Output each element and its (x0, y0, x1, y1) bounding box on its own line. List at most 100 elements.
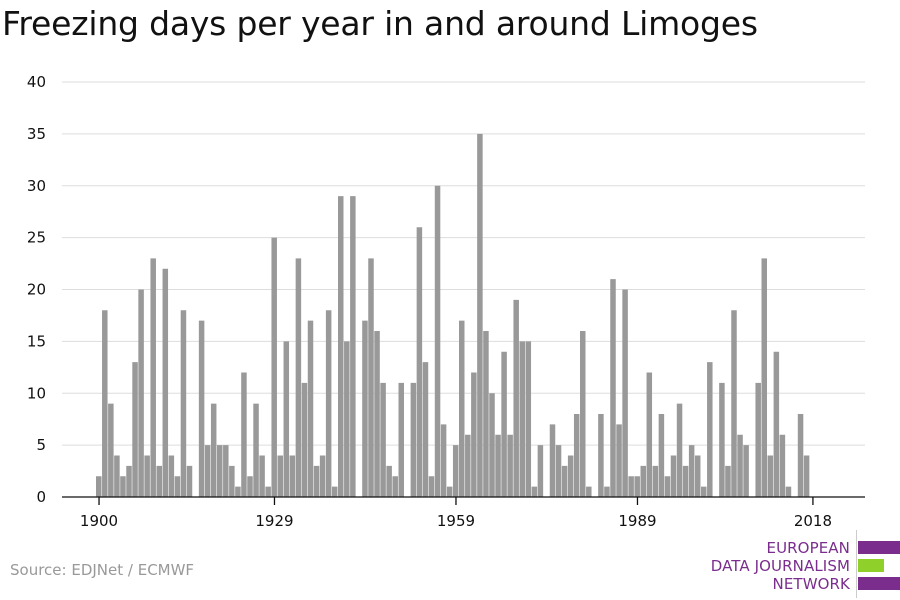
bar-1924 (241, 372, 247, 497)
bar-1936 (313, 465, 320, 498)
bar-1938 (325, 310, 332, 497)
bar-1959 (452, 445, 459, 498)
bar-1979 (573, 414, 580, 497)
bar-1955 (428, 476, 435, 497)
bar-1995 (670, 455, 677, 497)
bar-1988 (628, 476, 634, 497)
bar-1970 (519, 341, 525, 498)
bar-1920 (217, 445, 223, 498)
x-tick-label: 1989 (618, 512, 656, 530)
bar-1931 (283, 341, 290, 498)
chart-title: Freezing days per year in and around Lim… (2, 4, 758, 43)
bar-1903 (114, 455, 120, 497)
bar-1912 (168, 455, 175, 497)
y-tick-label: 25 (27, 229, 46, 247)
bar-1976 (555, 445, 562, 498)
bar-1941 (344, 341, 350, 498)
bar-1907 (138, 289, 144, 497)
bar-2012 (773, 351, 780, 497)
logo-bar-1 (858, 541, 900, 554)
logo-line-3: NETWORK (772, 575, 850, 593)
bar-1948 (386, 465, 392, 498)
y-tick-label: 5 (36, 436, 46, 454)
bar-1990 (640, 465, 646, 498)
bar-2006 (737, 434, 743, 497)
bar-1913 (174, 476, 181, 497)
bar-1983 (598, 414, 604, 497)
x-tick-label: 1900 (80, 512, 118, 530)
bar-2011 (767, 455, 774, 497)
bar-1921 (223, 445, 229, 498)
bar-2003 (719, 382, 725, 498)
bar-1947 (380, 382, 386, 498)
bar-1968 (507, 434, 513, 497)
bar-1998 (688, 445, 695, 498)
bars (96, 133, 810, 498)
bar-1964 (483, 331, 489, 497)
bar-1935 (307, 320, 314, 498)
bar-2001 (707, 362, 713, 498)
bar-1975 (549, 424, 556, 498)
y-tick-label: 40 (27, 73, 46, 91)
bar-2016 (797, 414, 804, 497)
bar-1967 (501, 351, 507, 497)
bar-1928 (265, 486, 271, 498)
bar-1971 (525, 341, 532, 498)
bar-1915 (186, 465, 193, 498)
bar-1991 (646, 372, 653, 497)
bar-1952 (410, 382, 417, 498)
bar-2013 (779, 434, 786, 497)
bar-1993 (658, 414, 665, 497)
y-tick-label: 30 (27, 177, 46, 195)
bar-1987 (622, 289, 628, 497)
bar-1960 (459, 320, 465, 498)
bar-1944 (362, 320, 368, 498)
bar-2010 (761, 258, 767, 498)
bar-1923 (235, 486, 241, 498)
bar-1940 (338, 196, 344, 498)
bar-1961 (465, 434, 471, 497)
bar-2014 (785, 486, 792, 498)
logo-bar-3 (858, 577, 900, 590)
bar-2017 (803, 455, 810, 497)
bar-2005 (731, 310, 737, 497)
bar-1910 (156, 465, 162, 498)
bar-1965 (489, 393, 495, 497)
bar-1932 (289, 455, 296, 497)
bar-1986 (616, 424, 622, 498)
bar-1909 (150, 258, 156, 498)
bar-1922 (229, 465, 235, 498)
y-tick-label: 20 (27, 281, 46, 299)
bar-1917 (198, 320, 205, 498)
bar-1994 (664, 476, 671, 497)
bar-1997 (682, 465, 689, 498)
logo-divider (856, 530, 857, 598)
y-tick-label: 15 (27, 332, 46, 350)
bar-1980 (580, 331, 586, 497)
bar-1927 (259, 455, 265, 497)
bar-1950 (398, 382, 404, 498)
bar-1956 (434, 185, 441, 497)
bar-1939 (331, 486, 338, 498)
bar-1911 (162, 268, 169, 497)
bar-1957 (440, 424, 447, 498)
y-tick-label: 35 (27, 125, 46, 143)
bar-1972 (531, 486, 538, 498)
bar-1984 (604, 486, 610, 498)
bar-1919 (210, 403, 217, 498)
bar-1969 (513, 299, 519, 498)
bar-1942 (350, 196, 356, 498)
bar-1958 (446, 486, 453, 498)
bar-2004 (725, 465, 731, 498)
bar-1930 (277, 455, 283, 497)
bar-1908 (144, 455, 150, 497)
bar-1902 (108, 403, 114, 498)
logo-line-1: EUROPEAN (766, 539, 850, 557)
logo-bar-2 (858, 559, 884, 572)
bar-1934 (301, 382, 308, 498)
bar-1978 (567, 455, 574, 497)
bar-1963 (477, 133, 483, 498)
bar-1926 (253, 403, 259, 498)
bar-1904 (120, 476, 126, 497)
bar-1981 (586, 486, 592, 498)
